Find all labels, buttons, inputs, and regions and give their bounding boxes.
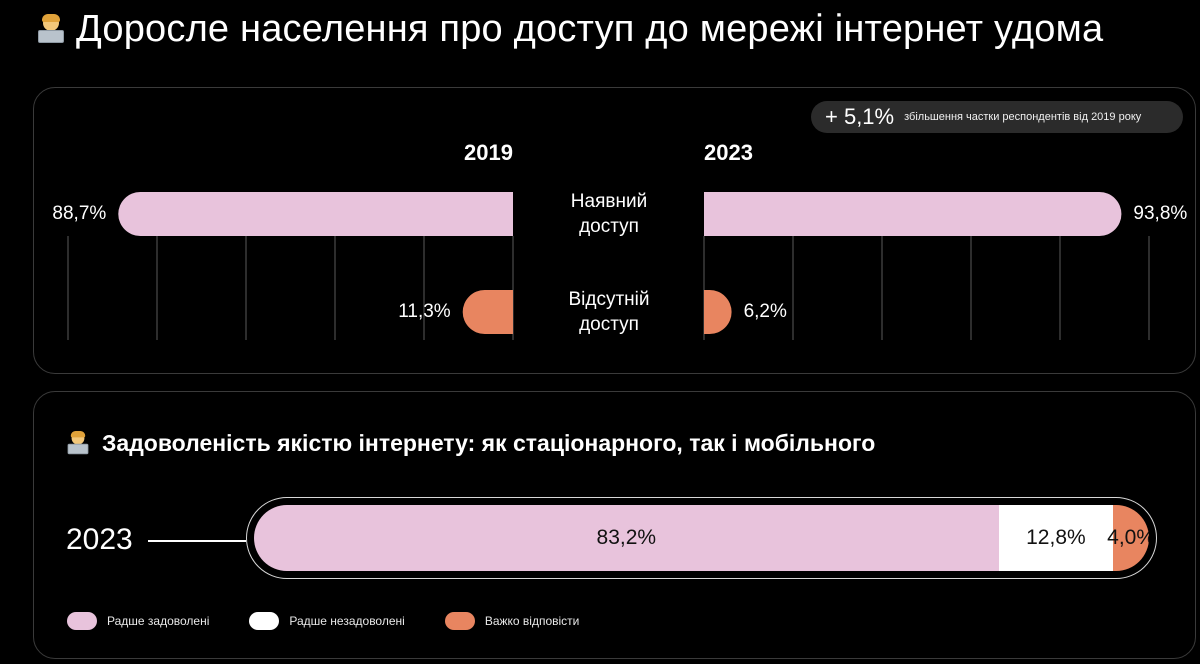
access-chart-panel <box>33 87 1196 374</box>
bar-2023-access <box>704 192 1122 236</box>
stack-segment-1: 83,2% <box>254 505 999 571</box>
stack-segment-3: 4,0% <box>1107 505 1149 571</box>
chart-legend: Радше задоволені Радше незадоволені Важко … <box>67 612 579 630</box>
data-label-2023: 93,8% <box>1133 203 1187 224</box>
technologist-emoji-icon <box>36 14 66 44</box>
category-label: Відсутній <box>568 289 649 310</box>
legend-item: Радше задоволені <box>67 612 209 630</box>
satisfaction-year-label: 2023 <box>66 523 133 556</box>
bar-2023-no-access <box>704 290 732 334</box>
data-label-2019: 11,3% <box>398 301 451 322</box>
bar-2019-access <box>118 192 513 236</box>
legend-label: Важко відповісти <box>484 614 580 628</box>
data-label-2023: 6,2% <box>744 301 787 322</box>
year-connector-line <box>148 540 246 542</box>
satisfaction-title: Задоволеність якістю інтернету: як стаці… <box>102 429 876 456</box>
page-title-block: Доросле населення про доступ до мережі і… <box>36 4 1103 54</box>
access-butterfly-chart: 88,7% 93,8% Наявний доступ 11,3% 6,2% Відсутні… <box>52 140 1187 340</box>
legend-swatch <box>444 612 475 630</box>
stack-segment-2: 12,8% <box>998 505 1114 571</box>
category-label: доступ <box>579 314 639 335</box>
year-header-2023: 2023 <box>704 140 753 165</box>
badge-value: + 5,1% <box>825 104 895 129</box>
page-title: Доросле населення про доступ до мережі і… <box>76 7 1104 50</box>
bar-2019-no-access <box>462 290 513 334</box>
badge-description: збільшення частки респондентів від 2019 … <box>904 111 1142 123</box>
legend-item: Радше незадоволені <box>249 612 405 630</box>
category-label: доступ <box>579 216 639 237</box>
legend-label: Радше незадоволені <box>289 614 405 628</box>
category-label: Наявний <box>571 191 647 212</box>
legend-swatch <box>249 612 280 630</box>
satisfaction-chart-panel <box>33 391 1196 659</box>
satisfaction-title-block: Задоволеність якістю інтернету: як стаці… <box>66 425 875 461</box>
year-header-2019: 2019 <box>464 140 513 165</box>
technologist-emoji-icon <box>66 431 90 455</box>
increase-badge: + 5,1% збільшення частки респондентів ві… <box>811 101 1183 133</box>
legend-item: Важко відповісти <box>444 612 580 630</box>
data-label-2019: 88,7% <box>52 203 106 224</box>
legend-label: Радше задоволені <box>107 614 210 628</box>
legend-swatch <box>67 612 97 630</box>
satisfaction-stacked-bar: 83,2%12,8%4,0% <box>246 497 1157 579</box>
stacked-bar-segments: 83,2%12,8%4,0% <box>254 505 1149 571</box>
